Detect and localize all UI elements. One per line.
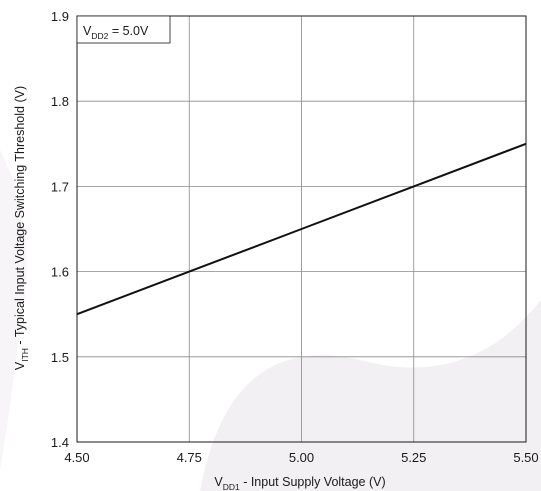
plot-frame-rect [76,15,527,443]
y-tick-label: 1.7 [51,179,69,194]
background-watermark-shape-left [0,150,27,470]
series-line-0 [76,142,527,316]
background-watermark-shape [200,300,541,491]
y-axis-label-rest: - Typical Input Voltage Switching Thresh… [13,86,27,348]
svg-text:VDD2 = 5.0V: VDD2 = 5.0V [83,24,149,41]
y-tick-label: 1.6 [51,265,69,280]
x-tick-label: 4.50 [64,450,89,465]
x-tick-label: 5.25 [401,450,426,465]
x-axis-label-sub: DD1 [223,482,240,491]
annotation-sub: DD2 [91,31,108,41]
x-tick-label: 4.75 [177,450,202,465]
annotation-main: V [83,24,92,38]
y-tick-label: 1.4 [51,435,69,450]
y-tick-label: 1.9 [51,9,69,24]
x-axis-label: VDD1 - Input Supply Voltage (V) [214,475,385,491]
x-axis-label-rest: - Input Supply Voltage (V) [240,475,386,489]
y-axis-label-main: V [13,361,27,370]
y-tick-label: 1.5 [51,350,69,365]
annotation-rest: = 5.0V [108,24,149,38]
x-tick-label: 5.00 [289,450,314,465]
y-tick-label: 1.8 [51,94,69,109]
y-axis-label-sub: ITH [20,348,30,362]
condition-annotation: VDD2 = 5.0V [76,15,171,44]
series-layer [76,142,527,316]
y-axis-label: VITH - Typical Input Voltage Switching T… [13,86,30,370]
x-axis-label-main: V [214,475,223,489]
x-tick-label: 5.50 [513,450,538,465]
x-tick-labels: 4.50 4.75 5.00 5.25 5.50 [64,450,538,465]
y-tick-labels: 1.4 1.5 1.6 1.7 1.8 1.9 [51,9,69,450]
plot-frame [76,15,527,443]
